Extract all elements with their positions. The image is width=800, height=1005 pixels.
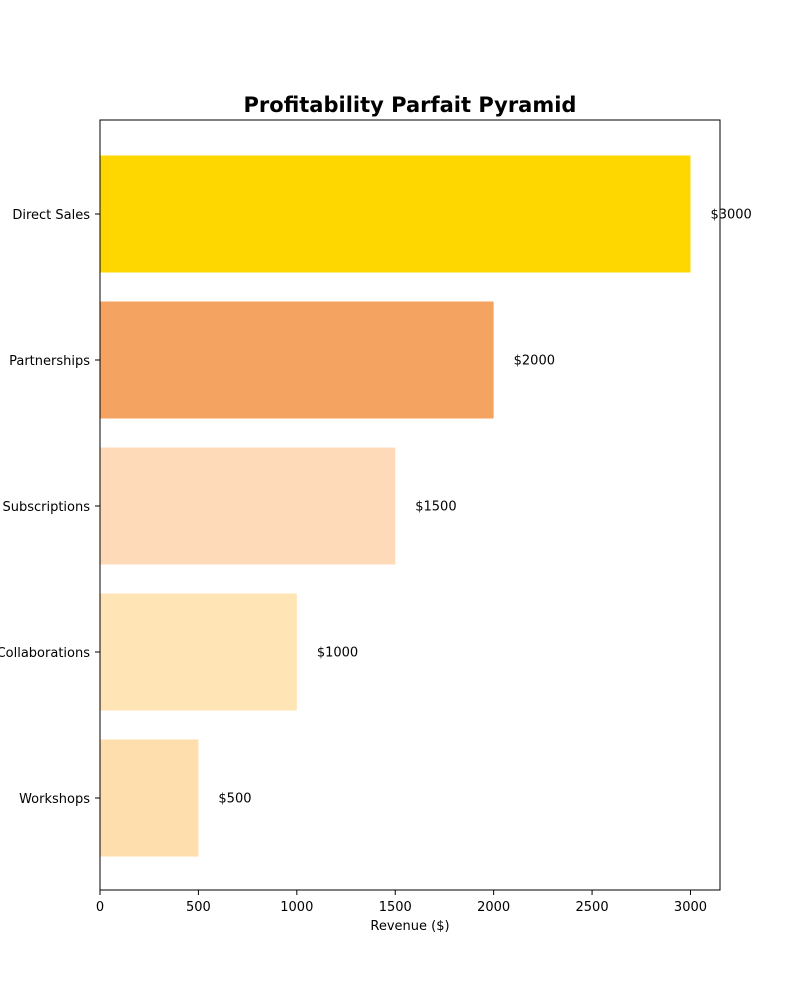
y-tick-label-subscriptions: Subscriptions xyxy=(2,500,90,515)
data-label-workshops: $500 xyxy=(218,792,251,807)
y-tick-label-workshops: Workshops xyxy=(19,792,90,807)
bar-subscriptions xyxy=(100,447,396,565)
x-axis-title: Revenue ($) xyxy=(370,919,449,934)
bar-collaborations xyxy=(100,593,297,711)
bar-workshops xyxy=(100,739,199,857)
bars-layer xyxy=(100,155,691,857)
data-labels-layer: $3000 $2000 $1500 $1000 $500 xyxy=(218,208,751,807)
data-label-direct-sales: $3000 xyxy=(710,208,751,223)
x-tick-label-2000: 2000 xyxy=(477,900,510,915)
x-tick-label-3000: 3000 xyxy=(674,900,707,915)
chart-title: Profitability Parfait Pyramid xyxy=(244,93,577,117)
data-label-collaborations: $1000 xyxy=(317,646,358,661)
x-tick-label-1500: 1500 xyxy=(379,900,412,915)
data-label-partnerships: $2000 xyxy=(514,354,555,369)
x-tick-label-0: 0 xyxy=(96,900,104,915)
bar-direct-sales xyxy=(100,155,691,273)
x-tick-label-1000: 1000 xyxy=(280,900,313,915)
y-tick-label-direct-sales: Direct Sales xyxy=(12,208,90,223)
y-tick-label-collaborations: Collaborations xyxy=(0,646,90,661)
bar-partnerships xyxy=(100,301,494,419)
data-label-subscriptions: $1500 xyxy=(415,500,456,515)
y-tick-label-partnerships: Partnerships xyxy=(9,354,90,369)
x-tick-label-500: 500 xyxy=(186,900,211,915)
plot-frame xyxy=(99,119,721,891)
y-axis: Direct Sales Partnerships Subscriptions Col… xyxy=(0,208,100,807)
x-axis: 0 500 1000 1500 2000 2500 3000 xyxy=(96,890,707,915)
x-tick-label-2500: 2500 xyxy=(576,900,609,915)
